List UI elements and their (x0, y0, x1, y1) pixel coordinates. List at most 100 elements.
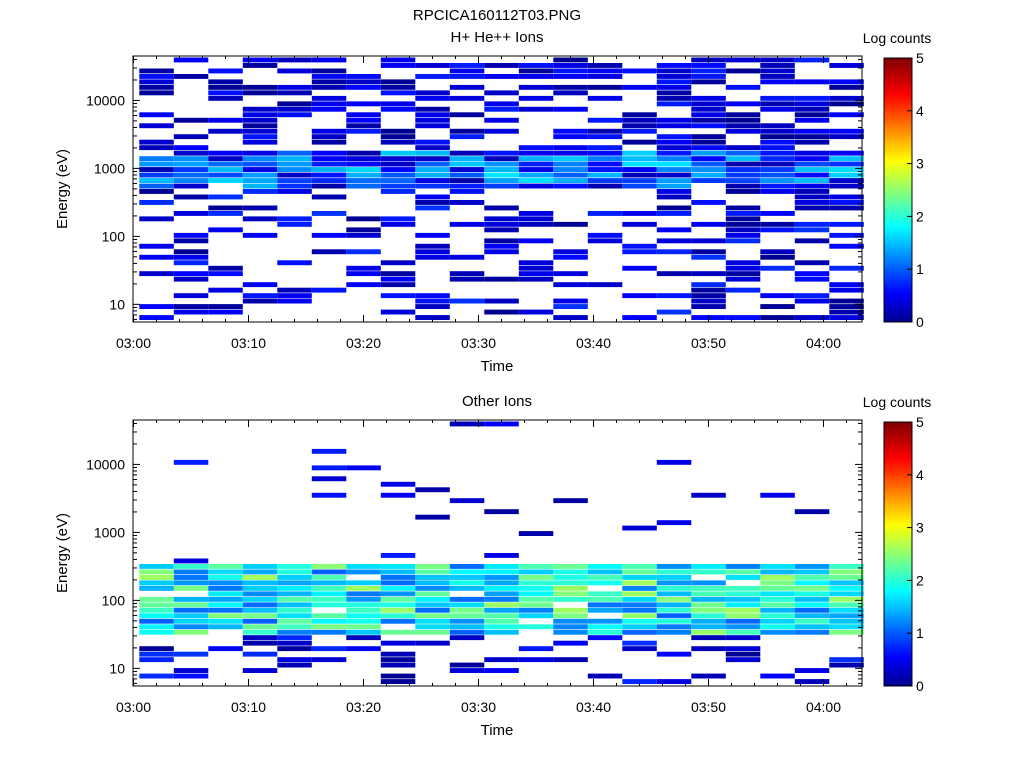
heatmap-cell (622, 525, 657, 531)
heatmap-cell (139, 613, 174, 619)
heatmap-cell (829, 624, 864, 630)
heatmap-cell (208, 624, 243, 630)
heatmap-cell (415, 487, 450, 493)
heatmap-cell (587, 84, 623, 90)
heatmap-cell (691, 607, 726, 613)
heatmap-cell (553, 167, 588, 172)
heatmap-cell (415, 602, 450, 608)
heatmap-cell (311, 68, 347, 74)
heatmap-cell (346, 585, 381, 591)
heatmap-cell (656, 150, 692, 156)
heatmap-cell (415, 117, 450, 123)
heatmap-cell (691, 172, 726, 178)
heatmap-cell (518, 63, 554, 68)
heatmap-cell (208, 205, 243, 211)
heatmap-cell (484, 657, 519, 663)
heatmap-cell (794, 238, 830, 244)
heatmap-cell (415, 315, 450, 320)
heatmap-cell (346, 282, 381, 288)
heatmap-cell (242, 613, 278, 619)
heatmap-cell (829, 232, 864, 238)
heatmap-cell (794, 668, 830, 673)
heatmap-cell (587, 629, 623, 635)
bottom-colorbar-label: Log counts (863, 394, 932, 410)
heatmap-cell (794, 167, 830, 172)
heatmap-cell (415, 156, 450, 162)
heatmap-cell (484, 629, 519, 635)
heatmap-cell (587, 74, 623, 79)
x-tick-label: 03:40 (576, 699, 611, 715)
heatmap-cell (691, 585, 726, 591)
heatmap-cell (553, 618, 588, 624)
heatmap-cell (449, 128, 485, 134)
heatmap-cell (484, 569, 519, 575)
heatmap-cell (691, 134, 726, 140)
heatmap-cell (139, 183, 174, 189)
colorbar-tick-label: 0 (916, 314, 924, 330)
heatmap-cell (760, 673, 795, 679)
heatmap-cell (173, 172, 209, 178)
heatmap-cell (449, 618, 485, 624)
heatmap-cell (311, 84, 347, 90)
heatmap-cell (311, 172, 347, 178)
heatmap-cell (622, 564, 657, 569)
heatmap-cell (173, 194, 209, 200)
heatmap-cell (139, 200, 174, 205)
heatmap-cell (380, 101, 416, 107)
heatmap-cell (760, 591, 795, 597)
heatmap-cell (829, 172, 864, 178)
heatmap-cell (139, 304, 174, 309)
heatmap-cell (587, 95, 623, 101)
x-tick-label: 03:00 (116, 699, 151, 715)
heatmap-cell (691, 304, 726, 309)
heatmap-cell (449, 624, 485, 630)
heatmap-cell (380, 282, 416, 288)
heatmap-cell (725, 211, 761, 216)
heatmap-cell (794, 95, 830, 101)
heatmap-cell (691, 161, 726, 167)
heatmap-cell (346, 271, 381, 277)
heatmap-cell (208, 178, 243, 183)
heatmap-cell (449, 172, 485, 178)
heatmap-cell (380, 580, 416, 586)
heatmap-cell (277, 569, 312, 575)
heatmap-cell (553, 183, 588, 189)
heatmap-cell (449, 668, 485, 673)
heatmap-cell (622, 161, 657, 167)
heatmap-cell (553, 282, 588, 288)
heatmap-cell (415, 293, 450, 299)
heatmap-cell (380, 134, 416, 140)
heatmap-cell (622, 117, 657, 123)
heatmap-cell (553, 178, 588, 183)
heatmap-cell (794, 260, 830, 266)
heatmap-cell (380, 553, 416, 558)
heatmap-cell (346, 613, 381, 619)
heatmap-cell (277, 657, 312, 663)
heatmap-cell (173, 183, 209, 189)
heatmap-cell (656, 607, 692, 613)
heatmap-cell (553, 591, 588, 597)
heatmap-cell (484, 564, 519, 569)
heatmap-cell (208, 156, 243, 162)
heatmap-cell (311, 161, 347, 167)
heatmap-cell (208, 580, 243, 586)
heatmap-cell (553, 498, 588, 504)
heatmap-cell (346, 624, 381, 630)
heatmap-cell (311, 95, 347, 101)
y-tick-label: 1000 (94, 524, 125, 540)
heatmap-cell (725, 569, 761, 575)
heatmap-cell (242, 564, 278, 569)
heatmap-cell (518, 150, 554, 156)
heatmap-cell (139, 564, 174, 569)
heatmap-cell (277, 580, 312, 586)
heatmap-cell (725, 287, 761, 293)
heatmap-cell (415, 205, 450, 211)
heatmap-cell (622, 243, 657, 249)
heatmap-cell (553, 161, 588, 167)
heatmap-cell (242, 591, 278, 597)
heatmap-cell (829, 309, 864, 315)
heatmap-cell (656, 123, 692, 129)
heatmap-cell (277, 662, 312, 668)
heatmap-cell (794, 139, 830, 145)
heatmap-cell (277, 293, 312, 299)
